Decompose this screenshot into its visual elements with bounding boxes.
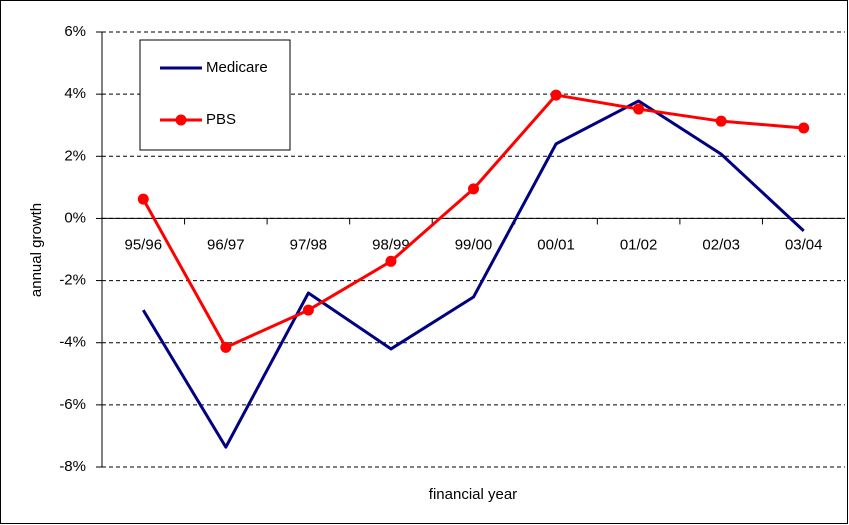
y-tick-label: -8% — [59, 458, 86, 475]
x-tick-label: 98/99 — [372, 236, 410, 253]
data-point — [220, 341, 232, 353]
y-tick-label: -2% — [59, 272, 86, 289]
x-tick-label: 97/98 — [290, 236, 328, 253]
legend-label: PBS — [206, 111, 236, 128]
data-point — [798, 122, 810, 134]
data-point — [137, 193, 149, 205]
x-tick-label: 01/02 — [620, 236, 658, 253]
data-point — [550, 89, 562, 101]
x-tick-label: 96/97 — [207, 236, 245, 253]
y-tick-label: 4% — [64, 85, 86, 102]
y-tick-label: -6% — [59, 396, 86, 413]
y-tick-label: -4% — [59, 334, 86, 351]
x-tick-label: 03/04 — [785, 236, 823, 253]
y-tick-label: 0% — [64, 209, 86, 226]
data-point — [385, 255, 397, 267]
x-tick-label: 00/01 — [537, 236, 575, 253]
data-point — [633, 103, 645, 115]
x-tick-label: 95/96 — [125, 236, 163, 253]
legend-label: Medicare — [206, 59, 268, 76]
legend-marker — [175, 114, 187, 126]
y-tick-label: 6% — [64, 23, 86, 40]
x-axis-title: financial year — [429, 486, 517, 503]
data-point — [468, 183, 479, 195]
data-point — [715, 115, 727, 127]
legend-box — [139, 39, 291, 151]
data-point — [302, 304, 314, 316]
x-tick-label: 02/03 — [702, 236, 740, 253]
y-axis-title: annual growth — [28, 203, 45, 297]
series-line — [141, 99, 805, 449]
y-tick-label: 2% — [64, 147, 86, 164]
x-tick-label: 99/00 — [455, 236, 493, 253]
